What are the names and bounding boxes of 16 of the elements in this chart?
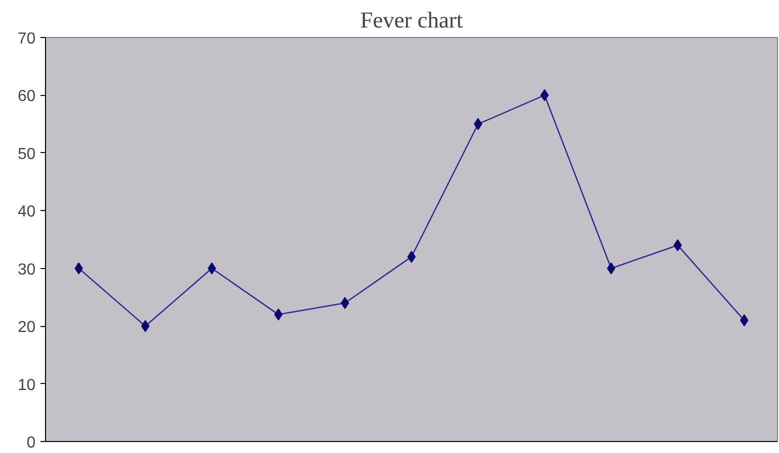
y-tick-label: 70 (18, 30, 36, 48)
point (340, 296, 350, 309)
y-tick-label: 40 (18, 204, 36, 221)
y-tick-label: 0 (26, 434, 36, 452)
point (208, 262, 216, 274)
point (474, 118, 482, 130)
y-tick-label: 30 (18, 261, 36, 278)
y-tick-label: 20 (18, 319, 36, 336)
point (606, 262, 616, 274)
chart-title: Fever chart (360, 8, 464, 32)
point (407, 250, 416, 263)
point (540, 89, 549, 102)
y-tick-label: 60 (18, 88, 36, 106)
y-tick-label: 10 (18, 376, 36, 394)
point (274, 308, 283, 321)
y-tick-label: 50 (18, 146, 36, 163)
